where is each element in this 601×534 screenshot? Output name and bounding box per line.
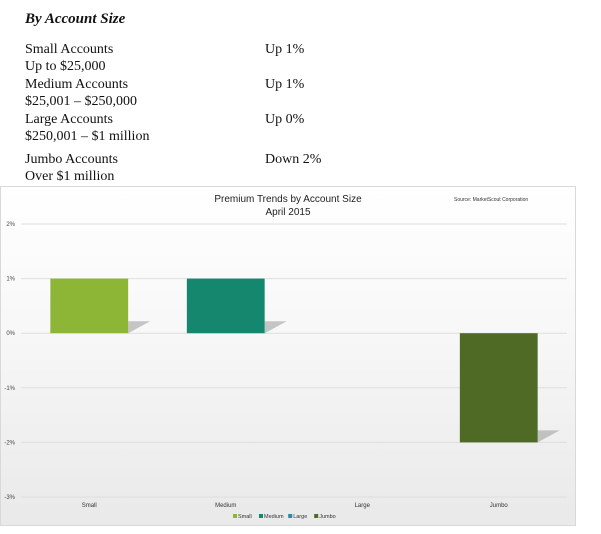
chart-subtitle: April 2015 <box>265 207 310 218</box>
account-name: Small Accounts <box>25 42 114 57</box>
legend-label: Small <box>238 514 252 520</box>
account-change: Up 1% <box>265 42 305 57</box>
account-range: Over $1 million <box>25 169 115 184</box>
section-heading: By Account Size <box>25 11 126 27</box>
y-tick-label: 0% <box>6 331 15 337</box>
account-range: $250,001 – $1 million <box>25 129 150 144</box>
account-name: Jumbo Accounts <box>25 152 118 167</box>
account-change: Down 2% <box>265 152 322 167</box>
bar-shadow <box>537 430 560 443</box>
x-tick-label: Jumbo <box>490 503 509 509</box>
account-name: Medium Accounts <box>25 77 129 92</box>
legend-swatch <box>288 514 293 518</box>
account-name: Large Accounts <box>25 112 113 127</box>
account-large: Large Accounts $250,001 – $1 million <box>25 111 149 145</box>
bar-small <box>50 278 129 334</box>
y-tick-label: -3% <box>4 495 15 501</box>
account-range: Up to $25,000 <box>25 59 106 74</box>
y-tick-label: 1% <box>6 277 15 283</box>
legend-label: Medium <box>264 514 284 520</box>
account-jumbo: Jumbo Accounts Over $1 million <box>25 151 118 185</box>
y-tick-label: -1% <box>4 386 15 392</box>
bar-medium <box>186 278 265 334</box>
legend-swatch <box>314 514 319 518</box>
legend-swatch <box>233 514 237 518</box>
account-small: Small Accounts Up to $25,000 <box>25 41 113 75</box>
x-tick-label: Small <box>82 503 97 509</box>
bar-shadow <box>128 321 151 334</box>
y-tick-label: 2% <box>6 222 15 228</box>
chart-source: Source: MarketScout Corporation <box>454 197 528 203</box>
bar-shadow <box>264 321 287 334</box>
premium-trends-chart: Premium Trends by Account Size April 201… <box>4 194 567 520</box>
account-change: Up 1% <box>265 77 305 92</box>
account-change: Up 0% <box>265 112 305 127</box>
account-range: $25,001 – $250,000 <box>25 94 137 109</box>
account-medium: Medium Accounts $25,001 – $250,000 <box>25 76 137 110</box>
chart-frame: Premium Trends by Account Size April 201… <box>0 186 576 526</box>
x-tick-label: Large <box>355 503 371 509</box>
bar-jumbo <box>459 333 538 443</box>
legend-label: Large <box>293 514 307 520</box>
y-tick-label: -2% <box>4 440 15 446</box>
legend-swatch <box>259 514 263 518</box>
chart-title: Premium Trends by Account Size <box>214 194 362 205</box>
x-tick-label: Medium <box>215 503 236 509</box>
legend-label: Jumbo <box>319 514 336 520</box>
